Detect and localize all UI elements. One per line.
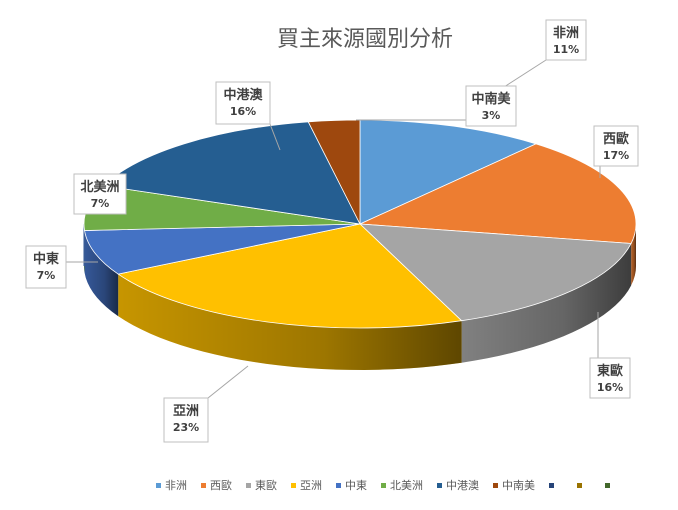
callout-北美洲: 北美洲 7%: [73, 173, 127, 215]
legend-item-非洲: 非洲: [156, 479, 187, 492]
legend-label: 東歐: [255, 478, 277, 492]
callout-percent: 16%: [230, 105, 256, 118]
callout-percent: 11%: [553, 43, 579, 56]
pie-slices: [83, 119, 637, 329]
callout-box: [25, 245, 67, 289]
legend-label: 中港澳: [446, 479, 479, 492]
legend-marker: [336, 483, 341, 488]
legend: 非洲 西歐 東歐 亞洲 中東 北美洲 中港澳 中南美: [156, 478, 610, 492]
pie-side-shade: [631, 224, 636, 286]
callout-box: [465, 85, 517, 127]
legend-item-西歐: 西歐: [201, 478, 232, 492]
legend-marker: [246, 483, 251, 488]
callout-name: 非洲: [553, 25, 579, 41]
legend-marker-empty: [549, 483, 554, 488]
callout-box: [163, 397, 209, 443]
callout-percent: 23%: [173, 421, 199, 434]
pie-side-shade: [84, 230, 119, 317]
legend-marker: [381, 483, 386, 488]
legend-label: 西歐: [210, 478, 232, 492]
legend-label: 非洲: [165, 479, 187, 492]
legend-item-中港澳: 中港澳: [437, 479, 479, 492]
callout-name: 北美洲: [80, 179, 119, 195]
callout-percent: 17%: [603, 149, 629, 162]
legend-marker: [493, 483, 498, 488]
callout-percent: 3%: [482, 109, 501, 122]
callout-box: [73, 173, 127, 215]
callout-box: [593, 125, 639, 167]
callout-西歐: 西歐 17%: [593, 125, 639, 178]
pie-slice-中東: [84, 223, 361, 275]
callout-東歐: 東歐 16%: [589, 312, 631, 399]
legend-marker: [437, 483, 442, 488]
legend-marker-empty: [577, 483, 582, 488]
pie-side-shade: [118, 274, 462, 370]
callout-name: 中南美: [471, 91, 511, 107]
callout-亞洲: 亞洲 23%: [163, 365, 249, 443]
leader-line: [269, 123, 281, 151]
legend-marker: [291, 483, 296, 488]
legend-marker-empty: [605, 483, 610, 488]
callout-percent: 7%: [91, 197, 110, 210]
legend-item-北美洲: 北美洲: [381, 479, 423, 492]
leader-line: [207, 365, 249, 399]
legend-item-亞洲: 亞洲: [291, 479, 322, 492]
callout-box: [215, 81, 271, 125]
pie-slice-西歐: [359, 143, 637, 244]
legend-label: 中東: [345, 479, 367, 492]
pie-slice-東歐: [358, 223, 632, 322]
pie-sides: [83, 224, 636, 370]
legend-label: 亞洲: [300, 479, 322, 492]
chart-title: 買主來源國別分析: [277, 27, 453, 52]
legend-marker: [201, 483, 206, 488]
callout-name: 中東: [33, 251, 59, 267]
callout-中南美: 中南美 3%: [356, 85, 517, 127]
pie-slice-亞洲: [117, 223, 463, 329]
callout-name: 中港澳: [223, 87, 263, 103]
callout-percent: 16%: [597, 381, 623, 394]
callout-name: 亞洲: [173, 404, 199, 419]
pie-side-shade: [461, 243, 632, 363]
legend-item-東歐: 東歐: [246, 478, 277, 492]
callout-percent: 7%: [37, 269, 56, 282]
callout-box: [589, 357, 631, 399]
callout-name: 東歐: [597, 363, 623, 379]
legend-item-中東: 中東: [336, 479, 367, 492]
legend-marker: [156, 483, 161, 488]
callout-中港澳: 中港澳 16%: [215, 81, 281, 151]
legend-item-中南美: 中南美: [493, 479, 535, 492]
callout-name: 西歐: [603, 131, 629, 147]
callout-非洲: 非洲 11%: [489, 19, 587, 97]
callout-中東: 中東 7%: [25, 245, 98, 289]
data-labels: 非洲 11% 西歐 17% 東歐 16% 亞洲 23% 中東 7% 北美洲 7% 中港澳 16% 中南美 3%: [25, 19, 639, 443]
legend-label: 北美洲: [390, 479, 423, 492]
legend-label: 中南美: [502, 479, 535, 492]
callout-box: [545, 19, 587, 61]
